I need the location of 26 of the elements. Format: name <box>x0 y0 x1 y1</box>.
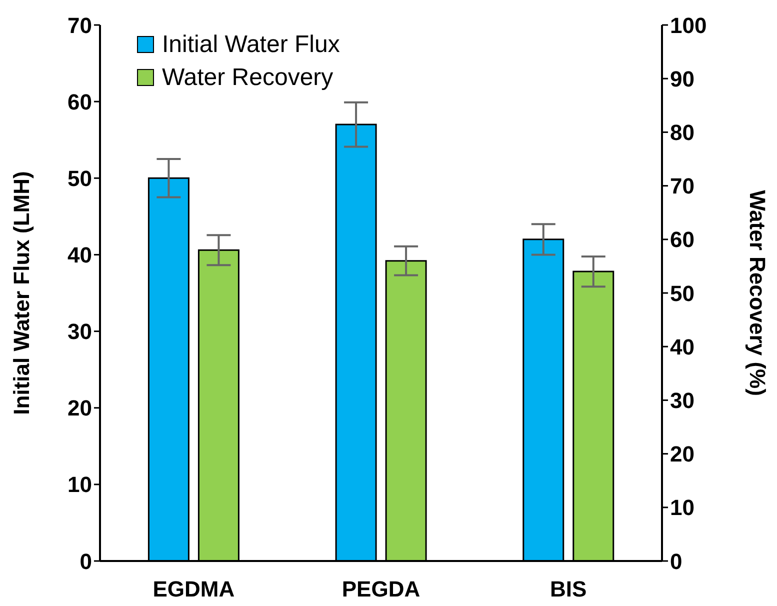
y-tick-label: 40 <box>68 242 92 268</box>
y-tick-label: 60 <box>68 89 92 114</box>
x-tick-label: EGDMA <box>152 576 235 602</box>
y-axis-title: Initial Water Flux (LMH) <box>8 171 34 415</box>
x-tick-label: PEGDA <box>342 576 420 602</box>
y2-tick-label: 0 <box>670 548 682 574</box>
y-tick-label: 10 <box>68 472 92 498</box>
y2-tick-label: 70 <box>670 174 694 199</box>
y-tick-label: 30 <box>68 319 92 344</box>
y-tick-label: 0 <box>80 548 92 574</box>
y-tick-label: 50 <box>68 166 92 191</box>
y2-tick-label: 10 <box>670 495 694 520</box>
x-tick-label: BIS <box>550 576 587 602</box>
y2-tick-label: 80 <box>670 120 694 146</box>
y2-tick-label: 90 <box>670 66 694 92</box>
y2-tick-label: 20 <box>670 442 694 467</box>
y-tick-label: 20 <box>68 396 92 421</box>
y2-tick-label: 40 <box>670 334 694 360</box>
legend-label: Initial Water Flux <box>162 30 340 60</box>
legend-label: Water Recovery <box>162 63 334 93</box>
y2-axis-title: Water Recovery (%) <box>745 190 770 396</box>
y2-tick-label: 60 <box>670 227 694 252</box>
y2-tick-label: 100 <box>670 12 707 38</box>
y-tick-label: 70 <box>68 12 92 38</box>
y2-tick-label: 50 <box>670 280 694 306</box>
y2-tick-label: 30 <box>670 388 694 414</box>
